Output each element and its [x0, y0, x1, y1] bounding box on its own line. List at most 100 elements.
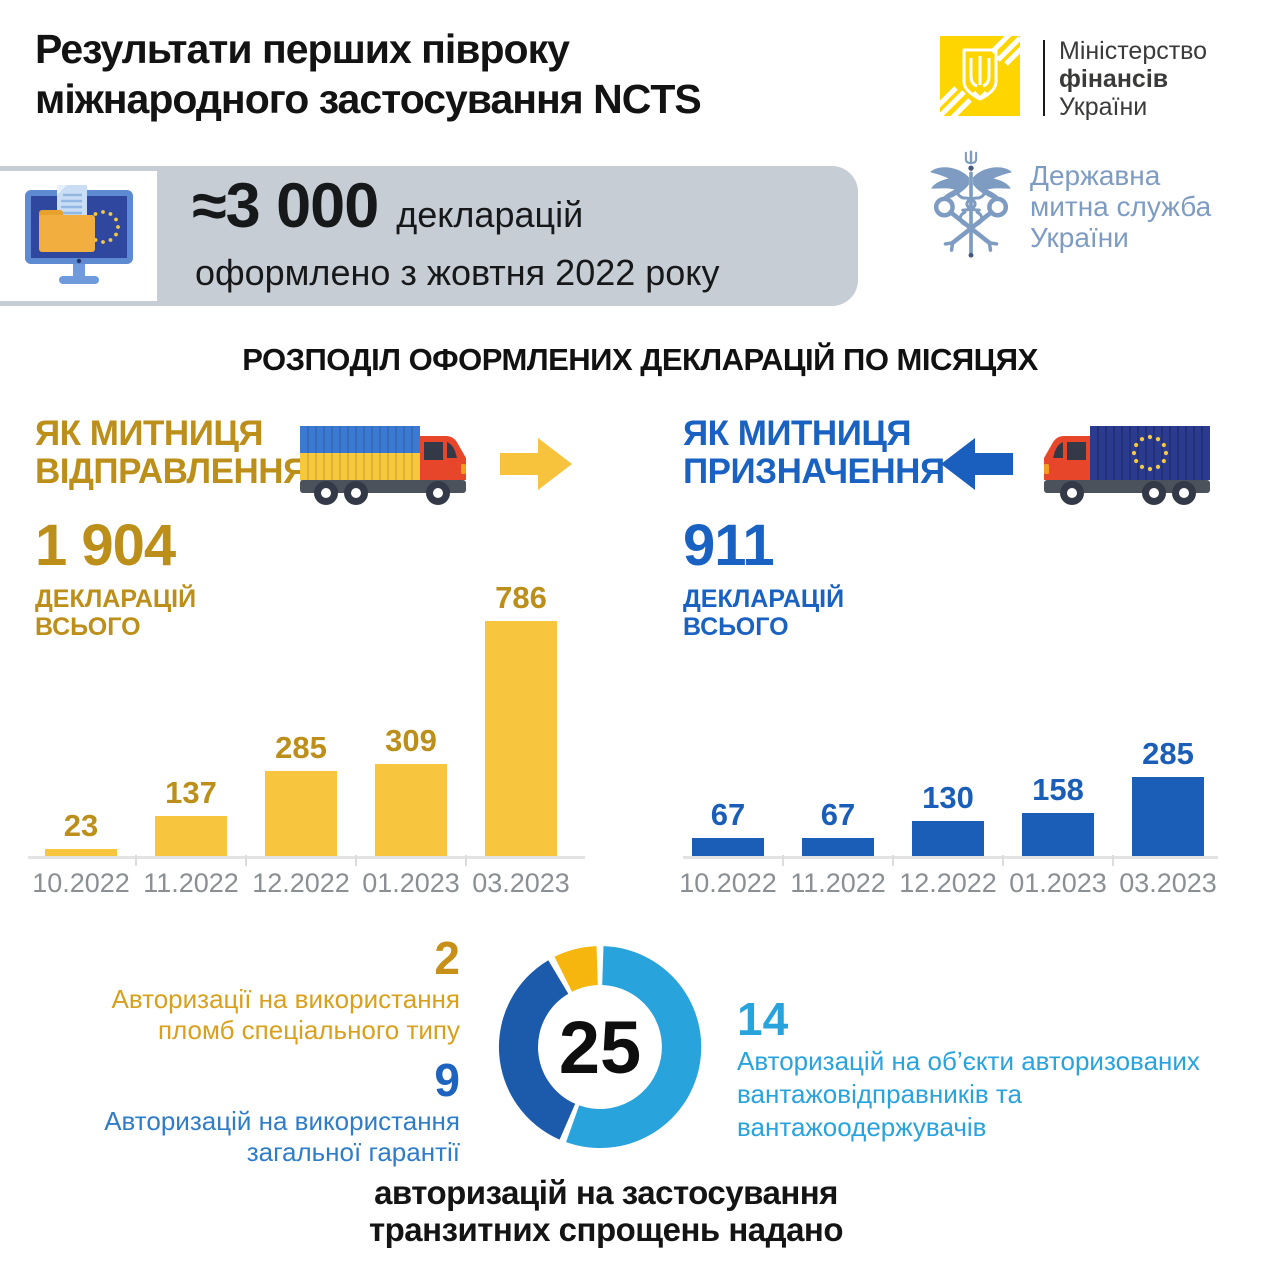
axis-tick	[135, 855, 137, 866]
consignors-line3: вантажоодержувачів	[737, 1112, 987, 1142]
bar	[155, 816, 227, 857]
donut-segment	[566, 946, 702, 1149]
donut-segment	[554, 946, 598, 992]
summary-icon-box	[0, 171, 157, 301]
special-seals-label-block: 2 Авторизації на використання пломб спец…	[112, 932, 461, 1046]
bar	[802, 838, 874, 857]
bar-column: 786	[485, 580, 557, 857]
month-label: 11.2022	[790, 868, 886, 898]
destination-axis-line	[683, 856, 1218, 859]
month-label: 10.2022	[32, 868, 130, 898]
customs-line2: митна служба	[1030, 191, 1212, 222]
bar	[912, 821, 984, 857]
bar	[265, 771, 337, 857]
authorizations-total: 25	[558, 1005, 642, 1089]
departure-title-line2: ВІДПРАВЛЕННЯ	[35, 452, 308, 491]
bar-value-label: 67	[710, 797, 746, 832]
ministry-line3: України	[1059, 93, 1148, 121]
departure-title-line1: ЯК МИТНИЦЯ	[35, 414, 264, 453]
arrow-right-icon	[500, 438, 572, 490]
authorizations-caption-line2: транзитних спрощень надано	[368, 1211, 844, 1248]
ministry-line1: Міністерство	[1059, 37, 1208, 65]
departure-axis-line	[28, 856, 585, 859]
destination-total-caption: ДЕКЛАРАЦІЙ ВСЬОГО	[683, 585, 844, 641]
guarantee-line1: Авторизацій на використання	[104, 1106, 460, 1136]
authorizations-caption: авторизацій на застосування транзитних с…	[306, 1174, 906, 1248]
special-seals-text: Авторизації на використання пломб спеціа…	[112, 984, 461, 1046]
guarantee-number: 9	[434, 1054, 460, 1106]
bar-column: 285	[265, 730, 337, 857]
authorizations-caption-line1: авторизацій на застосування	[374, 1174, 838, 1211]
destination-bar-chart: 67 67 130 158 285	[692, 598, 1204, 857]
summary-headline: ≈3 000 декларацій	[192, 170, 583, 242]
bar-column: 137	[155, 775, 227, 857]
section-title: РОЗПОДІЛ ОФОРМЛЕНИХ ДЕКЛАРАЦІЙ ПО МІСЯЦЯ…	[242, 342, 1038, 377]
ministry-of-finance-logo-icon	[940, 36, 1020, 116]
guarantee-text: Авторизацій на використання загальної га…	[104, 1106, 460, 1168]
month-label: 03.2023	[1119, 868, 1217, 898]
departure-month-labels: 10.2022 11.2022 12.2022 01.2023 03.2023	[32, 868, 570, 899]
bar	[692, 838, 764, 857]
customs-service-label: Державна митна служба України	[1030, 160, 1211, 253]
bar-value-label: 23	[63, 808, 99, 843]
customs-line3: України	[1030, 222, 1129, 253]
month-label: 12.2022	[252, 868, 350, 898]
summary-value: ≈3 000	[192, 171, 379, 241]
departure-bar-chart: 23 137 285 309 786	[45, 580, 557, 857]
destination-caption-line1: ДЕКЛАРАЦІЙ	[683, 585, 845, 613]
month-label: 01.2023	[1009, 868, 1107, 898]
bar	[45, 849, 117, 857]
special-seals-line1: Авторизації на використання	[111, 984, 461, 1014]
computer-declaration-icon	[24, 185, 133, 284]
bar-value-label: 786	[495, 580, 547, 615]
bar-value-label: 130	[922, 780, 974, 815]
page-title: Результати перших півроку міжнародного з…	[35, 24, 702, 124]
bar	[1132, 777, 1204, 857]
ministry-line2: фінансів	[1059, 65, 1169, 93]
bar-value-label: 285	[1142, 736, 1194, 771]
bar-value-label: 158	[1032, 772, 1084, 807]
consignors-label-block: 14 Авторизацій на об’єкти авторизованих …	[737, 993, 1200, 1144]
page-title-line2: міжнародного застосування NCTS	[35, 76, 702, 123]
bar-column: 67	[692, 797, 764, 857]
axis-tick	[1002, 855, 1004, 866]
month-label: 10.2022	[679, 868, 777, 898]
bar	[375, 764, 447, 857]
ukraine-truck-icon	[300, 426, 466, 505]
bar-column: 130	[912, 780, 984, 857]
guarantee-line2: загальної гарантії	[246, 1137, 460, 1167]
axis-tick	[892, 855, 894, 866]
bar-value-label: 309	[385, 723, 437, 758]
bar-value-label: 137	[165, 775, 217, 810]
eu-truck-icon	[1044, 426, 1210, 505]
bar-column: 67	[802, 797, 874, 857]
consignors-number: 14	[737, 993, 789, 1045]
departure-caption-line1: ДЕКЛАРАЦІЙ	[35, 585, 197, 613]
customs-line1: Державна	[1030, 160, 1161, 191]
consignors-text: Авторизацій на об’єкти авторизованих ван…	[737, 1045, 1200, 1144]
month-label: 11.2022	[143, 868, 239, 898]
summary-unit: декларацій	[396, 194, 584, 235]
month-label: 01.2023	[362, 868, 460, 898]
summary-caption: оформлено з жовтня 2022 року	[195, 252, 720, 293]
departure-caption-line2: ВСЬОГО	[35, 613, 141, 641]
bar-column: 23	[45, 808, 117, 857]
special-seals-number: 2	[434, 932, 460, 984]
logo-divider	[1043, 40, 1045, 116]
destination-total: 911	[683, 513, 775, 578]
donut-segment	[498, 960, 576, 1140]
bar-column: 285	[1132, 736, 1204, 857]
destination-month-labels: 10.2022 11.2022 12.2022 01.2023 03.2023	[679, 868, 1217, 899]
authorizations-donut-chart	[498, 946, 702, 1149]
month-label: 12.2022	[899, 868, 997, 898]
axis-tick	[355, 855, 357, 866]
destination-title-line2: ПРИЗНАЧЕННЯ	[683, 452, 945, 491]
arrow-left-icon	[941, 438, 1013, 490]
consignors-line1: Авторизацій на об’єкти авторизованих	[737, 1046, 1200, 1076]
bar	[485, 621, 557, 857]
ministry-of-finance-label: Міністерство фінансів України	[1059, 37, 1207, 121]
axis-tick	[1112, 855, 1114, 866]
axis-tick	[245, 855, 247, 866]
bar-value-label: 67	[820, 797, 856, 832]
special-seals-line2: пломб спеціального типу	[157, 1015, 460, 1045]
